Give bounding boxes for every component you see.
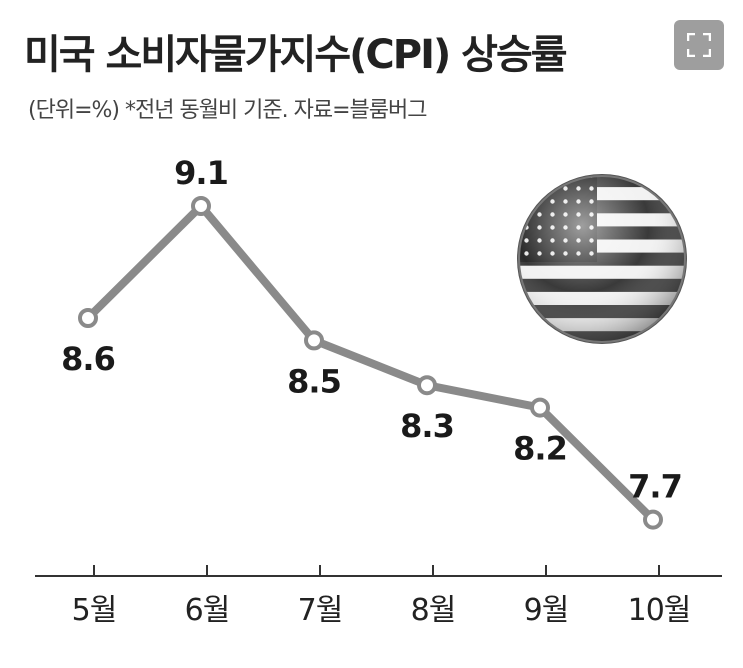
expand-icon — [687, 33, 711, 57]
data-point — [643, 509, 663, 530]
x-tick-label: 8월 — [411, 593, 456, 628]
data-label: 8.3 — [400, 407, 454, 445]
x-tick-label: 9월 — [524, 593, 569, 628]
us-flag-icon — [517, 174, 687, 344]
x-tick-label: 10월 — [628, 593, 691, 628]
data-point — [78, 308, 98, 328]
expand-button[interactable] — [674, 20, 724, 70]
data-label: 8.2 — [513, 430, 567, 468]
data-label: 9.1 — [174, 154, 228, 192]
series-line — [85, 202, 656, 523]
data-label: 7.7 — [628, 468, 682, 506]
x-tick-label: 5월 — [72, 593, 117, 628]
chart-title: 미국 소비자물가지수(CPI) 상승률 — [24, 32, 568, 78]
data-label: 8.5 — [287, 362, 341, 400]
data-point — [417, 375, 437, 396]
x-tick-label: 6월 — [185, 593, 230, 628]
data-point — [191, 196, 211, 216]
data-point — [304, 330, 324, 351]
x-tick-label: 7월 — [298, 593, 343, 628]
data-point — [530, 397, 550, 418]
data-label: 8.6 — [61, 340, 115, 378]
chart-subtitle: (단위=%) *전년 동월비 기준. 자료=블룸버그 — [28, 98, 428, 123]
